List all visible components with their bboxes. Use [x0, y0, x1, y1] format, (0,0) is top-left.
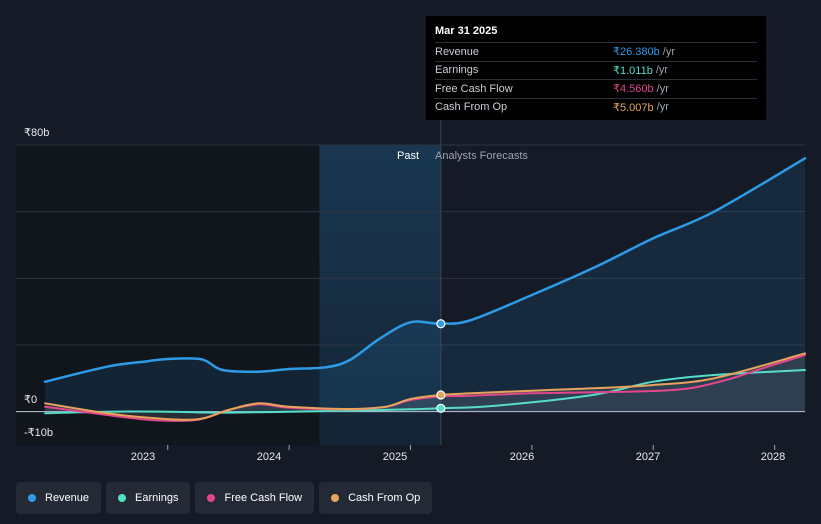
tooltip-value: ₹5.007b	[613, 101, 654, 114]
legend-item-earnings[interactable]: Earnings	[106, 482, 191, 514]
tooltip-date: Mar 31 2025	[435, 25, 498, 37]
forecast-label: Analysts Forecasts	[435, 150, 528, 162]
tooltip-value: ₹1.011b	[613, 64, 653, 77]
x-tick-label: 2023	[130, 451, 156, 463]
cash-from-op-line	[44, 352, 806, 421]
y-tick-label: ₹80b	[24, 127, 50, 139]
x-tick-label: 2027	[635, 451, 661, 463]
free-cash-flow-dot-icon	[207, 494, 216, 502]
tooltip-label: Cash From Op	[435, 101, 508, 114]
legend-item-revenue[interactable]: Revenue	[16, 482, 102, 514]
tooltip-unit: /yr	[655, 64, 669, 77]
legend-label: Earnings	[135, 492, 179, 504]
x-tick-label: 2025	[382, 451, 408, 463]
past-highlight-region	[319, 145, 441, 445]
earnings-line	[44, 369, 806, 415]
earnings-marker	[436, 403, 446, 413]
revenue-dot-icon	[28, 494, 36, 502]
tooltip-unit: /yr	[656, 82, 669, 95]
tooltip-label: Earnings	[435, 64, 479, 77]
tooltip-label: Revenue	[435, 45, 480, 58]
x-tick-label: 2028	[760, 451, 786, 463]
x-tick-label: 2024	[256, 451, 282, 463]
tooltip-unit: /yr	[662, 45, 675, 58]
tooltip-label: Free Cash Flow	[435, 82, 513, 95]
earnings-dot-icon	[118, 494, 127, 502]
past-label: Past	[396, 150, 419, 162]
tooltip-row-revenue: Revenue ₹26.380b /yr	[435, 42, 757, 61]
tooltip-value: ₹4.560b	[613, 83, 654, 96]
revenue-line	[43, 157, 807, 383]
y-tick-label: -₹10b	[24, 427, 54, 439]
revenue-area	[45, 158, 806, 412]
tooltip-row-cash-from-op: Cash From Op ₹5.007b /yr	[435, 97, 757, 117]
tooltip: Mar 31 2025 Revenue ₹26.380b /yr Earning…	[426, 16, 766, 120]
y-tick-label: ₹0	[24, 394, 38, 406]
cash-from-op-dot-icon	[331, 494, 340, 502]
tooltip-unit: /yr	[656, 101, 669, 114]
history-region	[16, 145, 320, 445]
legend-item-free-cash-flow[interactable]: Free Cash Flow	[195, 482, 315, 514]
x-tick-label: 2026	[509, 451, 535, 463]
revenue-marker	[436, 319, 446, 329]
tooltip-row-earnings: Earnings ₹1.011b /yr	[435, 60, 757, 80]
cash-from-op-area	[45, 353, 806, 420]
cash-from-op-marker	[436, 390, 446, 400]
legend: Revenue Earnings Free Cash Flow Cash Fro…	[16, 482, 433, 514]
legend-item-cash-from-op[interactable]: Cash From Op	[319, 482, 433, 514]
legend-label: Revenue	[45, 492, 90, 504]
legend-label: Free Cash Flow	[224, 492, 303, 504]
tooltip-row-free-cash-flow: Free Cash Flow ₹4.560b /yr	[435, 79, 757, 98]
legend-label: Cash From Op	[348, 492, 421, 504]
tooltip-value: ₹26.380b	[613, 46, 660, 59]
